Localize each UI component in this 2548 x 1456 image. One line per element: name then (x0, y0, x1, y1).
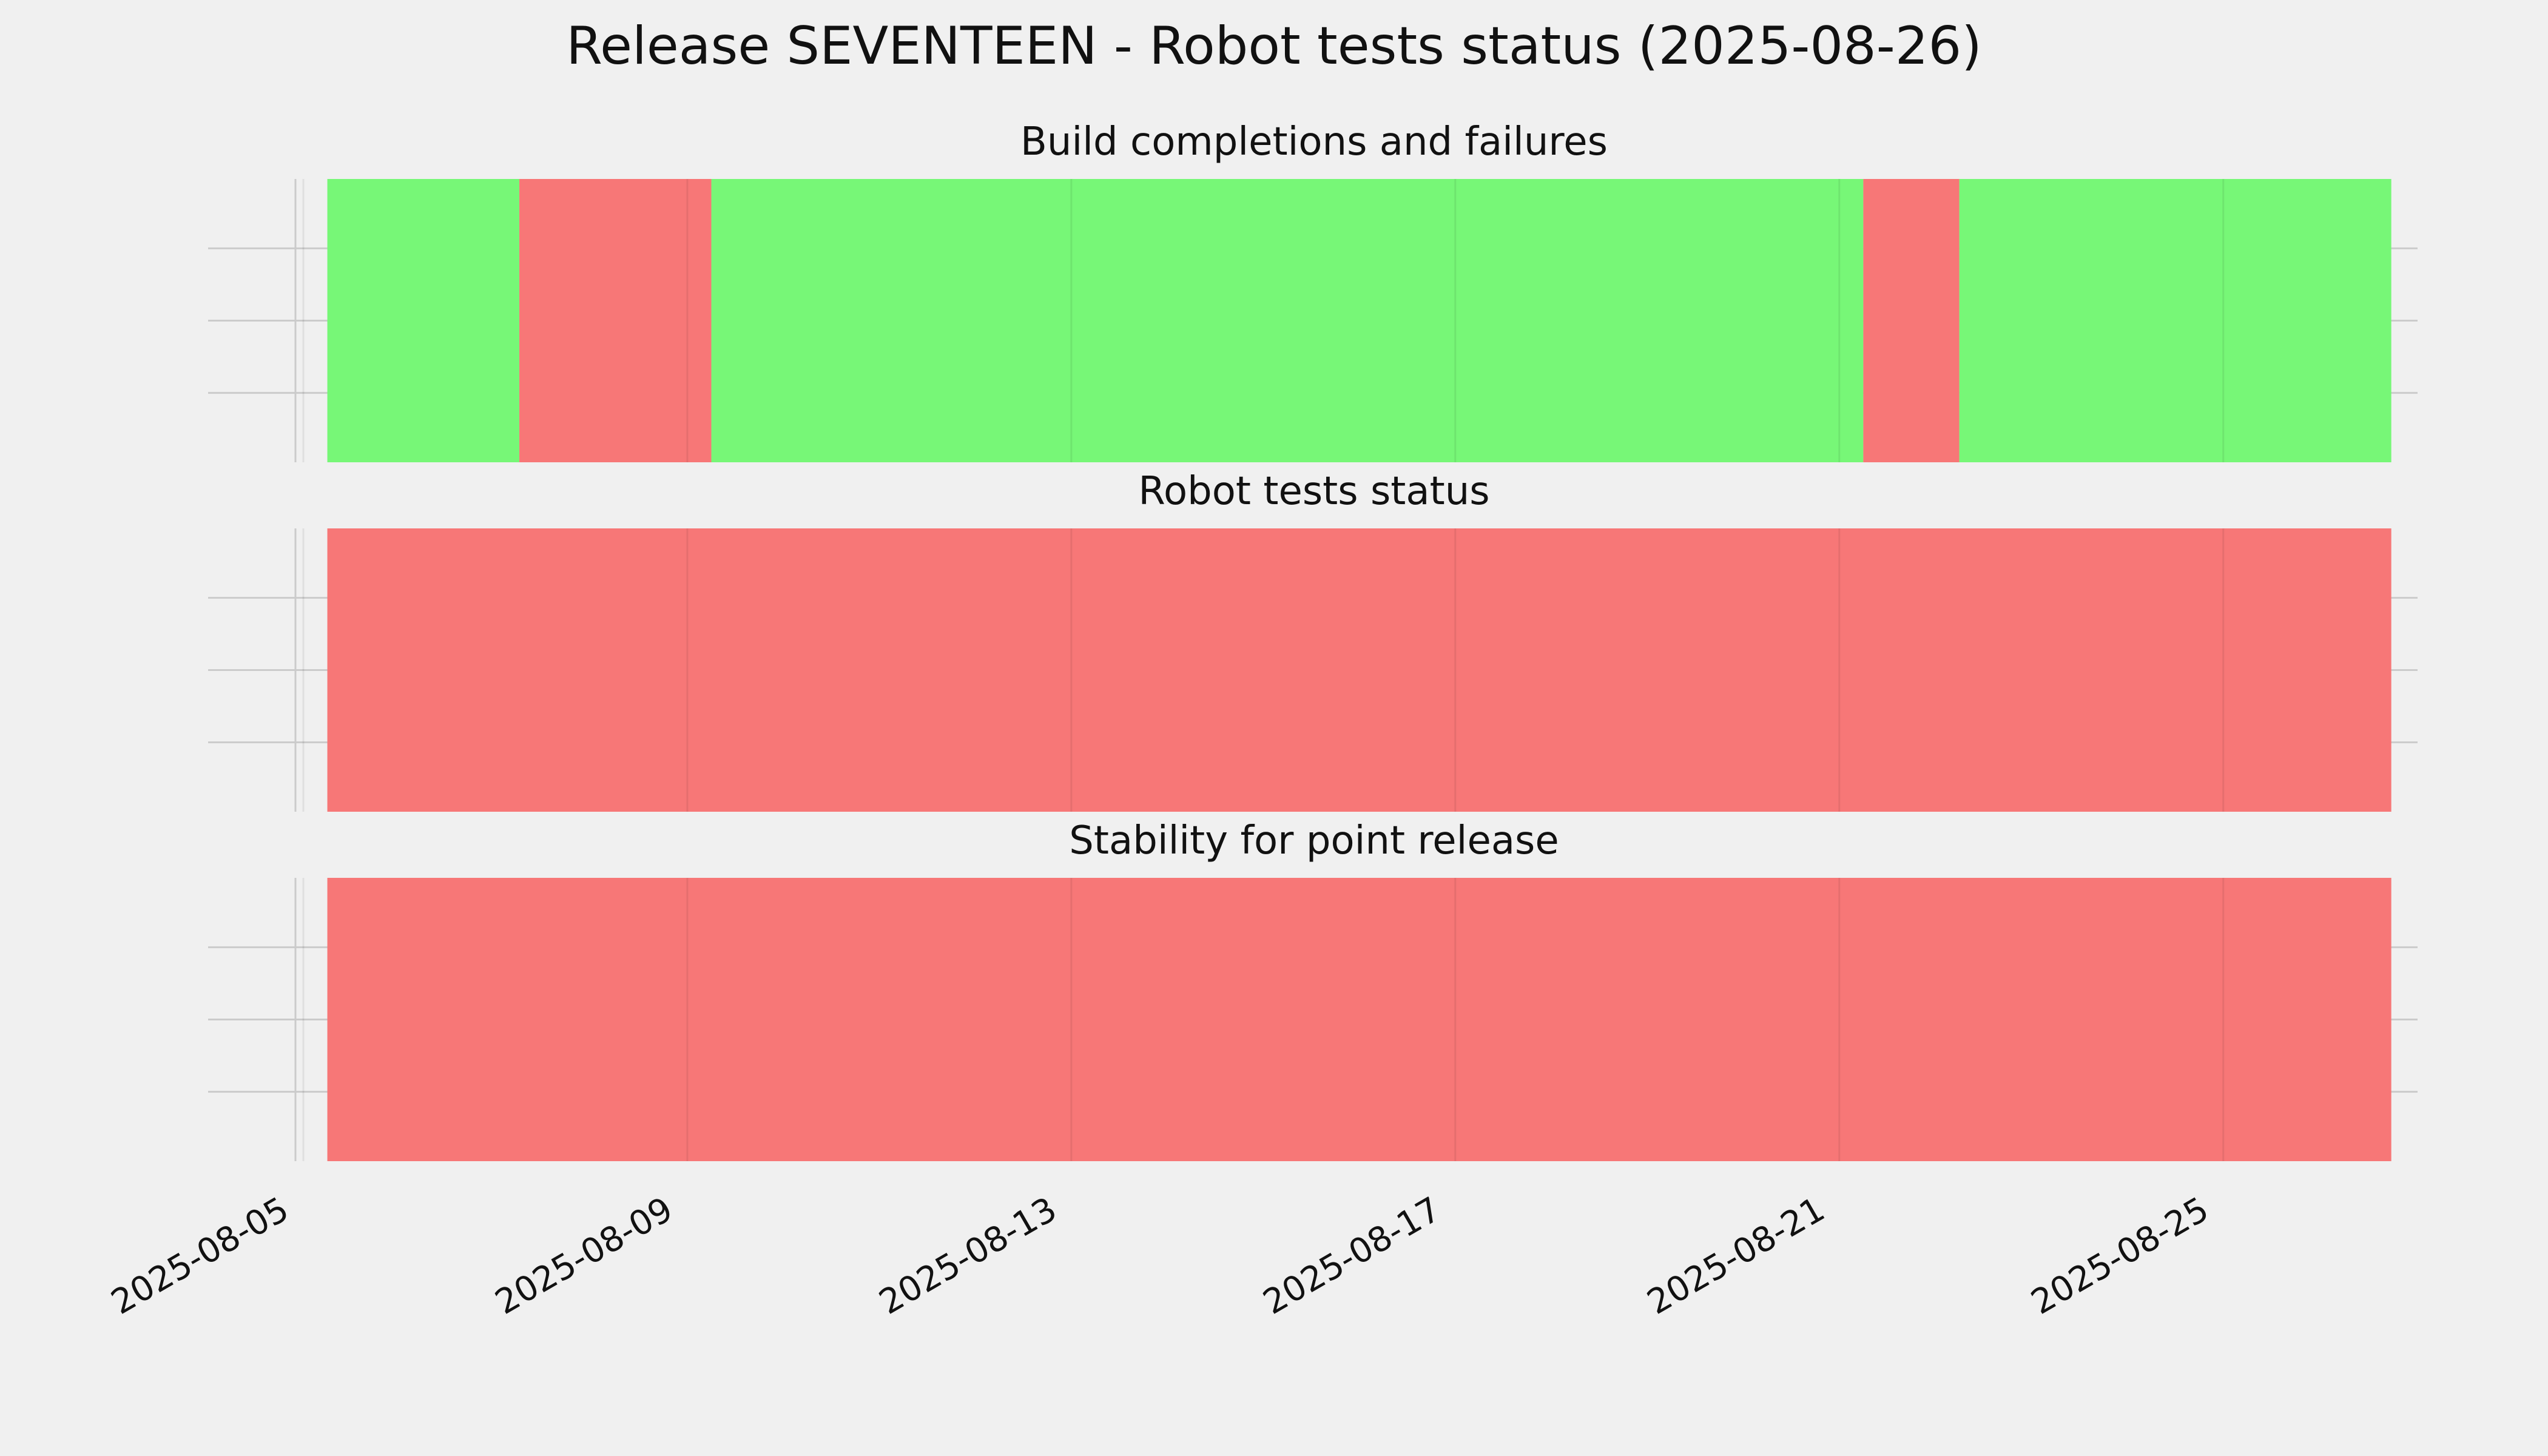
x-tick-label: 2025-08-17 (1257, 1190, 1448, 1323)
chart-title: Release SEVENTEEN - Robot tests status (… (566, 16, 1982, 76)
x-tick-label: 2025-08-09 (489, 1190, 679, 1323)
panel-title: Robot tests status (1138, 469, 1489, 514)
timeline-panel-2: Robot tests status (208, 469, 2418, 812)
x-tick-label: 2025-08-21 (1640, 1190, 1831, 1323)
status-segment-failure (327, 878, 2391, 1161)
status-segment-failure (327, 528, 2391, 812)
x-tick-label: 2025-08-13 (873, 1190, 1063, 1323)
status-segment-success (1959, 179, 2391, 462)
panel-title: Stability for point release (1069, 818, 1559, 863)
panel-title: Build completions and failures (1020, 120, 1608, 164)
status-segment-failure (519, 179, 712, 462)
status-segment-failure (1863, 179, 1960, 462)
timeline-panel-1: Build completions and failures (208, 120, 2418, 462)
x-tick-label: 2025-08-05 (105, 1190, 295, 1323)
x-tick-label: 2025-08-25 (2024, 1190, 2215, 1323)
timeline-panel-3: Stability for point release (208, 818, 2418, 1161)
status-segment-success (327, 179, 520, 462)
status-segment-success (711, 179, 1864, 462)
